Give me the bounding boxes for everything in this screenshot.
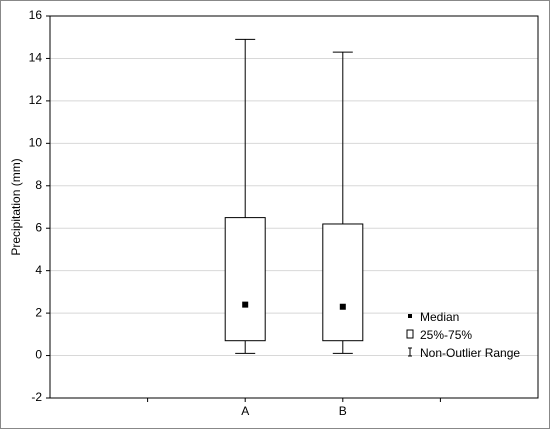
plot-frame: [49, 15, 539, 399]
y-tick-label: -2: [31, 390, 42, 404]
median: [242, 301, 249, 308]
legend-label: Non-Outlier Range: [420, 346, 520, 360]
y-axis-label: Precipitation (mm): [9, 158, 23, 255]
x-tick-label: B: [339, 404, 347, 418]
box: [322, 223, 364, 342]
y-tick-label: 12: [29, 93, 43, 107]
legend-label: 25%-75%: [420, 328, 472, 342]
x-tick-label: A: [241, 404, 249, 418]
y-tick-label: 10: [29, 136, 43, 150]
median: [339, 303, 346, 310]
y-tick-label: 4: [35, 263, 42, 277]
box: [224, 217, 266, 342]
legend-box: [406, 329, 414, 339]
y-tick-label: 16: [29, 8, 43, 22]
y-tick-label: 6: [35, 220, 42, 234]
legend-label: Median: [420, 310, 459, 324]
y-tick-label: 8: [35, 178, 42, 192]
legend-median: [408, 314, 412, 318]
y-tick-label: 0: [35, 348, 42, 362]
y-tick-label: 2: [35, 305, 42, 319]
y-tick-label: 14: [29, 51, 43, 65]
